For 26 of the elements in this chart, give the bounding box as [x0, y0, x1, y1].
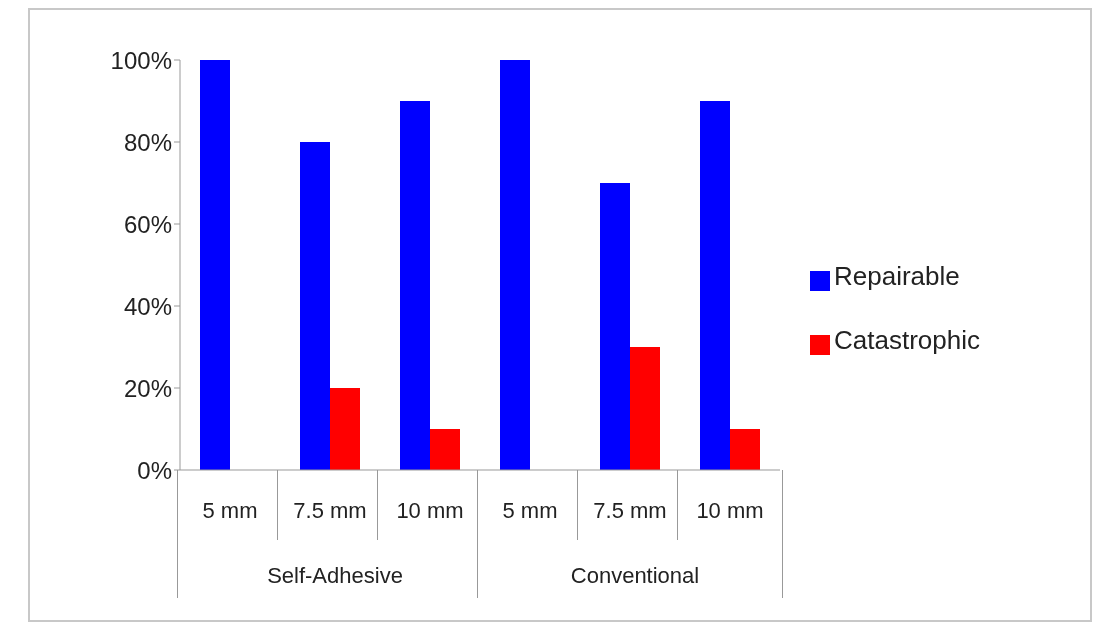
legend-label: Repairable	[834, 261, 960, 291]
bar	[630, 347, 660, 470]
y-tick-label: 20%	[123, 374, 172, 402]
text: Self-Adhesive	[267, 563, 403, 588]
bar	[600, 183, 630, 470]
y-tick-label: 40%	[123, 292, 172, 320]
legend-label: Catastrophic	[834, 325, 980, 355]
bar	[200, 60, 230, 470]
y-tick-label: 60%	[123, 210, 172, 238]
text: Conventional	[570, 563, 700, 588]
bar	[700, 101, 730, 470]
x-tick-label: 10 mm	[696, 498, 764, 523]
bar	[430, 429, 460, 470]
bar	[330, 388, 360, 470]
y-tick-label: 100%	[110, 46, 172, 74]
bar	[730, 429, 760, 470]
x-tick-label: 5 mm	[502, 498, 558, 523]
x-tick-label: 10 mm	[396, 498, 464, 523]
x-tick-label: 7.5 mm	[293, 498, 367, 523]
x-tick-label: 7.5 mm	[593, 498, 667, 523]
y-tick-label: 80%	[123, 128, 172, 156]
x-tick-label: 5 mm	[202, 498, 258, 523]
y-tick-label: 0%	[137, 456, 172, 484]
bar	[400, 101, 430, 470]
bar	[500, 60, 530, 470]
bar	[300, 142, 330, 470]
